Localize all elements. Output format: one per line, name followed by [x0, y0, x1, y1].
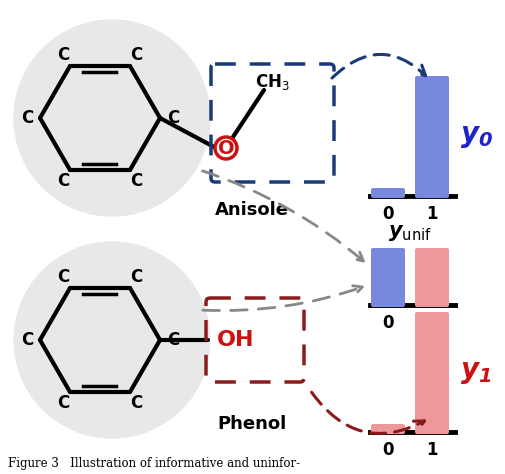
Text: 0: 0 — [381, 205, 393, 223]
FancyBboxPatch shape — [414, 312, 448, 434]
Text: 1: 1 — [425, 314, 437, 332]
Text: C: C — [21, 331, 33, 349]
Text: 1: 1 — [425, 205, 437, 223]
Text: C: C — [167, 109, 179, 127]
FancyBboxPatch shape — [414, 248, 448, 307]
Text: 1: 1 — [425, 441, 437, 459]
Circle shape — [215, 137, 236, 159]
Circle shape — [14, 20, 210, 216]
Text: C: C — [57, 394, 70, 412]
Text: C: C — [21, 109, 33, 127]
FancyArrowPatch shape — [311, 392, 424, 433]
Text: O: O — [217, 138, 234, 157]
FancyBboxPatch shape — [370, 188, 404, 198]
Text: C: C — [57, 46, 70, 64]
FancyArrowPatch shape — [331, 55, 425, 78]
Text: $\bfit{y}_1$: $\bfit{y}_1$ — [459, 358, 491, 386]
Text: C: C — [167, 331, 179, 349]
Text: C: C — [130, 394, 142, 412]
Text: $\bfit{y}_0$: $\bfit{y}_0$ — [459, 122, 492, 150]
FancyArrowPatch shape — [203, 286, 362, 310]
FancyBboxPatch shape — [414, 76, 448, 198]
FancyBboxPatch shape — [370, 248, 404, 307]
FancyBboxPatch shape — [370, 424, 404, 434]
Text: C: C — [130, 172, 142, 190]
Text: C: C — [57, 268, 70, 286]
Text: C: C — [130, 268, 142, 286]
Text: Anisole: Anisole — [215, 201, 288, 219]
Text: CH$_3$: CH$_3$ — [254, 72, 289, 92]
Text: 0: 0 — [381, 314, 393, 332]
Text: C: C — [130, 46, 142, 64]
Text: Figure 3   Illustration of informative and uninfor-: Figure 3 Illustration of informative and… — [8, 457, 299, 471]
FancyArrowPatch shape — [202, 171, 363, 261]
Text: OH: OH — [217, 330, 254, 350]
Text: C: C — [57, 172, 70, 190]
Text: Phenol: Phenol — [217, 415, 286, 433]
Text: 0: 0 — [381, 441, 393, 459]
Circle shape — [14, 242, 210, 438]
Text: $\bfit{y}_{\rm unif}$: $\bfit{y}_{\rm unif}$ — [387, 223, 431, 243]
